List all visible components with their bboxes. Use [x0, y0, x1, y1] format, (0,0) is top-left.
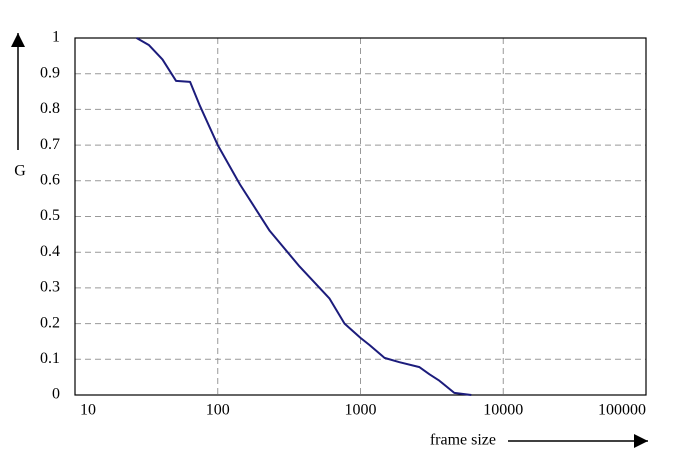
x-tick-label: 100000	[598, 402, 646, 419]
x-tick-label: 100	[206, 402, 230, 419]
x-tick-label: 1000	[345, 402, 377, 419]
y-tick-label: 0.1	[40, 350, 60, 367]
y-tick-label: 0.2	[40, 314, 60, 331]
y-tick-label: 0.6	[40, 171, 60, 188]
y-tick-label: 0.4	[40, 243, 60, 260]
x-tick-label: 10000	[483, 402, 523, 419]
y-tick-label: 1	[52, 29, 60, 46]
y-tick-label: 0.9	[40, 64, 60, 81]
y-tick-label: 0.7	[40, 136, 60, 153]
data-line	[136, 37, 472, 396]
y-tick-label: 0.8	[40, 100, 60, 117]
x-tick-label: 10	[80, 402, 96, 419]
y-tick-label: 0	[52, 386, 60, 403]
plot-frame	[74, 37, 647, 396]
y-tick-label: 0.3	[40, 279, 60, 296]
y-tick-label: 0.5	[40, 207, 60, 224]
y-axis-label: G	[14, 163, 26, 180]
x-axis-label: frame size	[430, 432, 496, 449]
